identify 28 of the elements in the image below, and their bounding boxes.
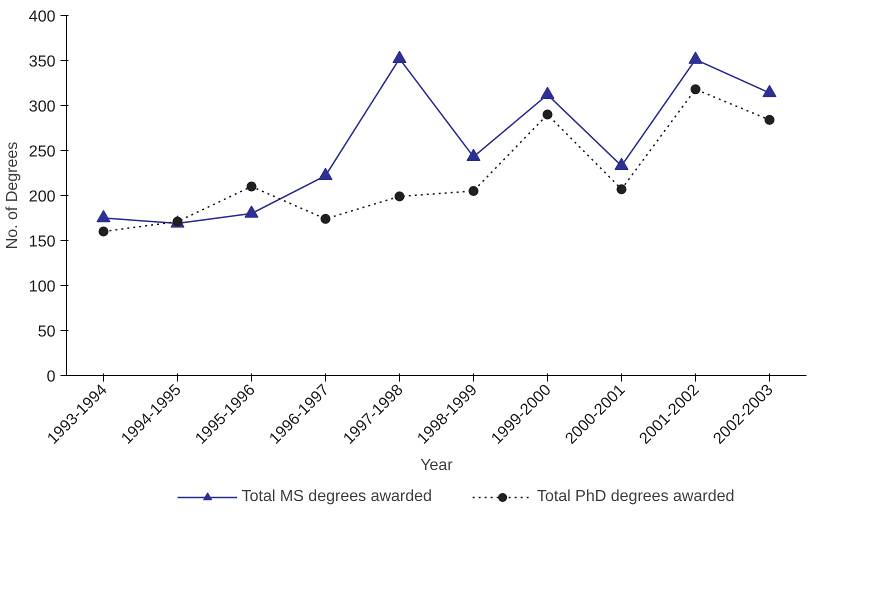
point xyxy=(318,168,332,180)
y-tick-label: 50 xyxy=(38,324,56,340)
y-tick-label: 400 xyxy=(28,8,56,26)
point xyxy=(392,50,406,63)
point xyxy=(320,214,330,224)
y-tick-label: 0 xyxy=(46,368,56,386)
point xyxy=(616,184,626,194)
y-tick-label: 100 xyxy=(28,278,56,296)
point xyxy=(764,114,774,125)
point xyxy=(468,186,478,196)
y-tick-label: 300 xyxy=(28,98,56,116)
point xyxy=(98,226,108,236)
y-tick-label: 150 xyxy=(28,234,56,250)
legend-label: Total PhD degrees awarded xyxy=(536,488,734,506)
y-axis-title: No. of Degrees xyxy=(4,142,21,250)
y-tick-label: 350 xyxy=(28,54,56,70)
point xyxy=(614,158,628,170)
point xyxy=(540,86,554,99)
legend-label: Total MS degrees awarded xyxy=(242,488,432,506)
point xyxy=(688,52,702,64)
point xyxy=(762,84,776,98)
x-axis-title: Year xyxy=(420,457,454,474)
point xyxy=(246,182,256,192)
point xyxy=(466,148,480,162)
y-tick-label: 250 xyxy=(28,144,56,160)
y-tick-label: 200 xyxy=(28,188,56,206)
point xyxy=(394,191,404,202)
point xyxy=(542,110,552,120)
